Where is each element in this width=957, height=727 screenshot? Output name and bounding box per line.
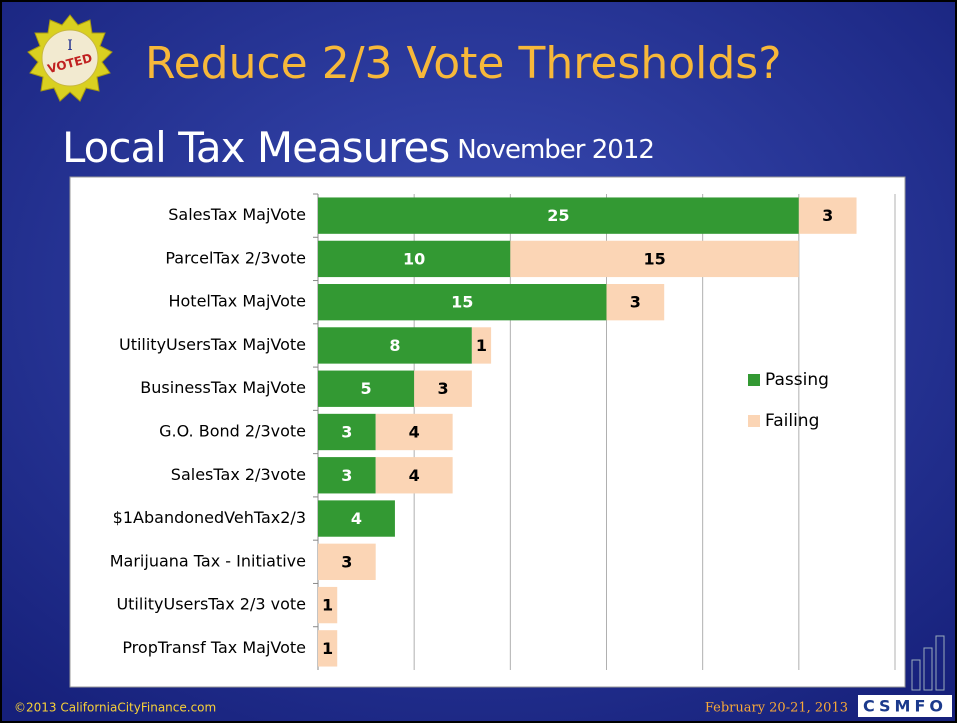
- badge: I VOTED: [27, 14, 113, 102]
- legend-label: Passing: [765, 370, 829, 390]
- data-label: 15: [451, 293, 473, 312]
- bar: [318, 197, 799, 234]
- data-label: 4: [351, 509, 362, 528]
- bar: [318, 543, 376, 580]
- legend-swatch: [748, 374, 760, 386]
- bar: [318, 500, 395, 537]
- y-tick-label: UtilityUsersTax 2/3 vote: [116, 595, 306, 614]
- bar: [318, 586, 338, 624]
- subtitle-note: November 2012: [457, 135, 654, 165]
- bar: [318, 327, 472, 364]
- slide-subtitle: Local Tax Measures November 2012: [62, 123, 654, 172]
- logo-box: [858, 695, 952, 717]
- bar: [375, 413, 453, 451]
- data-label: 4: [409, 466, 420, 485]
- footer-right: February 20-21, 2013: [705, 701, 848, 716]
- y-tick-label: SalesTax MajVote: [168, 205, 306, 224]
- bar: [510, 240, 799, 278]
- data-label: 3: [341, 466, 352, 485]
- data-label: 15: [643, 249, 665, 268]
- y-tick-label: G.O. Bond 2/3vote: [159, 422, 306, 441]
- data-label: 1: [322, 639, 333, 658]
- data-label: 25: [547, 206, 569, 225]
- data-label: 1: [476, 336, 487, 355]
- data-label: 3: [630, 293, 641, 312]
- y-tick-label: $1AbandonedVehTax2/3: [113, 508, 306, 527]
- bar: [318, 630, 338, 667]
- bar: [318, 457, 376, 494]
- bar: [471, 327, 492, 364]
- y-tick-label: BusinessTax MajVote: [140, 378, 306, 397]
- bar: [414, 370, 472, 407]
- data-label: 3: [341, 552, 352, 571]
- data-label: 3: [437, 379, 448, 398]
- bar: [798, 197, 857, 234]
- bar: [606, 284, 665, 321]
- y-tick-label: ParcelTax 2/3vote: [165, 248, 306, 267]
- bar: [318, 240, 511, 278]
- y-tick-label: Marijuana Tax - Initiative: [110, 551, 306, 570]
- y-tick-label: HotelTax MajVote: [168, 292, 306, 311]
- footer-left: ©2013 CaliforniaCityFinance.com: [14, 701, 216, 715]
- data-label: 1: [322, 596, 333, 615]
- logo-text: CSMFO: [863, 697, 947, 716]
- logo-bar: [935, 635, 945, 691]
- legend-swatch: [748, 415, 760, 427]
- slide-title: Reduce 2/3 Vote Thresholds?: [145, 38, 782, 89]
- subtitle-main: Local Tax Measures: [62, 123, 449, 172]
- logo-bar: [911, 659, 921, 691]
- bar: [375, 457, 453, 494]
- legend-label: Failing: [765, 411, 819, 431]
- badge-text: I: [67, 38, 73, 54]
- bar: [318, 370, 415, 407]
- data-label: 5: [361, 379, 372, 398]
- data-label: 4: [409, 423, 420, 442]
- bar: [318, 413, 376, 451]
- logo-bar: [923, 647, 933, 691]
- y-tick-label: PropTransf Tax MajVote: [122, 638, 306, 657]
- badge-center: [41, 29, 99, 87]
- y-tick-label: UtilityUsersTax MajVote: [119, 335, 306, 354]
- logo: CSMFO: [858, 635, 952, 717]
- data-label: 3: [822, 206, 833, 225]
- bar: [318, 284, 607, 321]
- y-tick-label: SalesTax 2/3vote: [171, 465, 306, 484]
- data-label: 10: [403, 249, 425, 268]
- data-label: 8: [389, 336, 400, 355]
- data-label: 3: [341, 423, 352, 442]
